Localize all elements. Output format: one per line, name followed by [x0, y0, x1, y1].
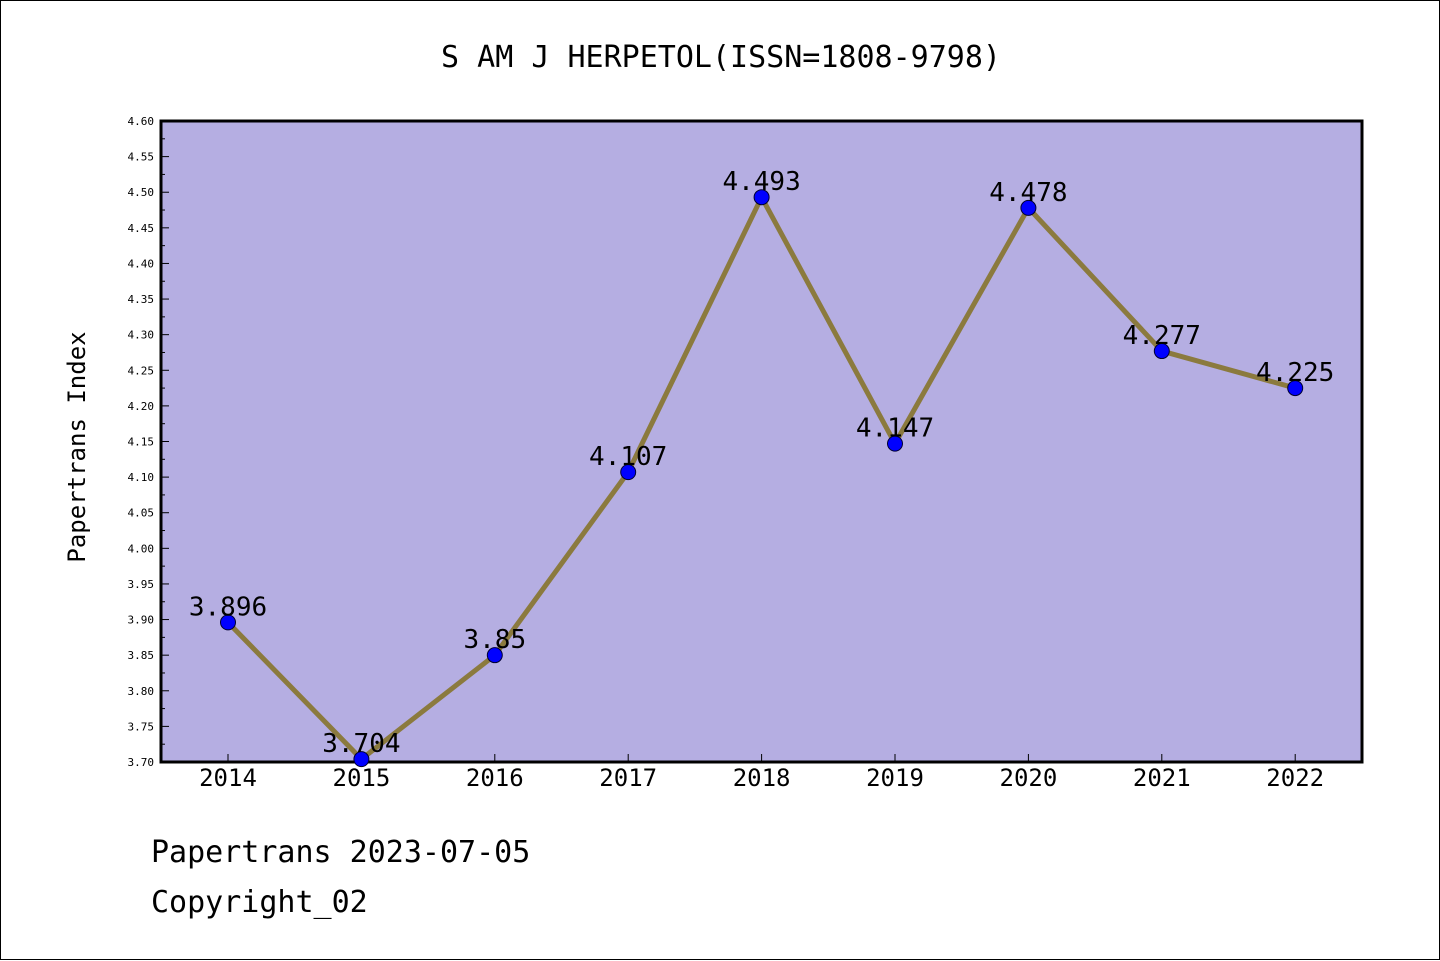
x-tick-label: 2018 [733, 764, 791, 792]
y-tick-label: 3.85 [128, 649, 155, 662]
chart-title: S AM J HERPETOL(ISSN=1808-9798) [441, 40, 1001, 75]
y-tick-label: 4.30 [128, 329, 155, 342]
y-tick-label: 4.05 [128, 507, 155, 520]
data-label: 4.225 [1256, 358, 1334, 388]
y-tick-label: 4.15 [128, 436, 155, 449]
x-tick-label: 2019 [866, 764, 924, 792]
data-point [1153, 343, 1170, 360]
data-point [753, 189, 770, 206]
y-tick-label: 4.20 [128, 400, 155, 413]
footer-copyright: Copyright_02 [151, 885, 368, 920]
data-label: 4.147 [856, 414, 934, 444]
x-tick-label: 2020 [1000, 764, 1058, 792]
data-point [1020, 199, 1037, 216]
data-label: 4.493 [722, 167, 800, 197]
series-markers [220, 189, 1304, 768]
data-point [1287, 380, 1304, 397]
x-tick-label: 2014 [199, 764, 257, 792]
data-point [220, 614, 236, 631]
y-tick-label: 3.80 [128, 685, 155, 698]
data-point [620, 464, 637, 481]
data-label: 4.107 [589, 442, 667, 472]
footer-date: Papertrans 2023-07-05 [151, 835, 531, 870]
data-point [353, 751, 370, 768]
y-axis-label: Papertrans Index [63, 331, 91, 562]
y-axis: 3.70 3.75 3.80 3.85 3.90 3.95 4.00 4.05 4.10 4.15… [128, 115, 169, 769]
y-tick-label: 4.35 [128, 293, 155, 306]
y-tick-label: 3.90 [128, 614, 155, 627]
data-label: 4.478 [989, 178, 1067, 208]
y-tick-label: 4.10 [128, 471, 155, 484]
data-point [486, 647, 503, 664]
y-tick-label: 3.70 [128, 756, 155, 769]
x-tick-label: 2016 [466, 764, 524, 792]
y-tick-label: 4.00 [128, 542, 155, 555]
x-tick-label: 2021 [1133, 764, 1191, 792]
data-label: 3.704 [322, 729, 400, 759]
data-label: 3.85 [463, 625, 526, 655]
x-axis: 2014 2015 2016 2017 2018 2019 2020 2021 2022 [199, 754, 1324, 792]
y-tick-label: 4.45 [128, 222, 155, 235]
data-label: 3.896 [189, 592, 267, 622]
y-tick-label: 3.75 [128, 720, 155, 733]
data-label: 4.277 [1123, 321, 1201, 351]
x-tick-label: 2015 [333, 764, 391, 792]
y-tick-label: 4.55 [128, 151, 155, 164]
y-tick-label: 4.40 [128, 257, 155, 270]
y-tick-label: 4.60 [128, 115, 155, 128]
y-tick-label: 4.25 [128, 364, 155, 377]
data-labels: 3.896 3.704 3.85 4.107 4.493 4.147 4.478 4.277 4… [189, 167, 1334, 759]
x-tick-label: 2022 [1266, 764, 1324, 792]
y-tick-label: 3.95 [128, 578, 155, 591]
x-tick-label: 2017 [599, 764, 657, 792]
data-point [887, 435, 903, 452]
y-tick-label: 4.50 [128, 186, 155, 199]
plot-area [159, 119, 1364, 764]
